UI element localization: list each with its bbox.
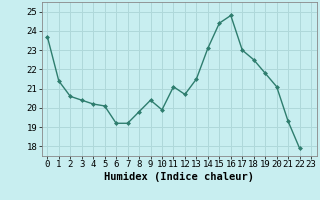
X-axis label: Humidex (Indice chaleur): Humidex (Indice chaleur) — [104, 172, 254, 182]
